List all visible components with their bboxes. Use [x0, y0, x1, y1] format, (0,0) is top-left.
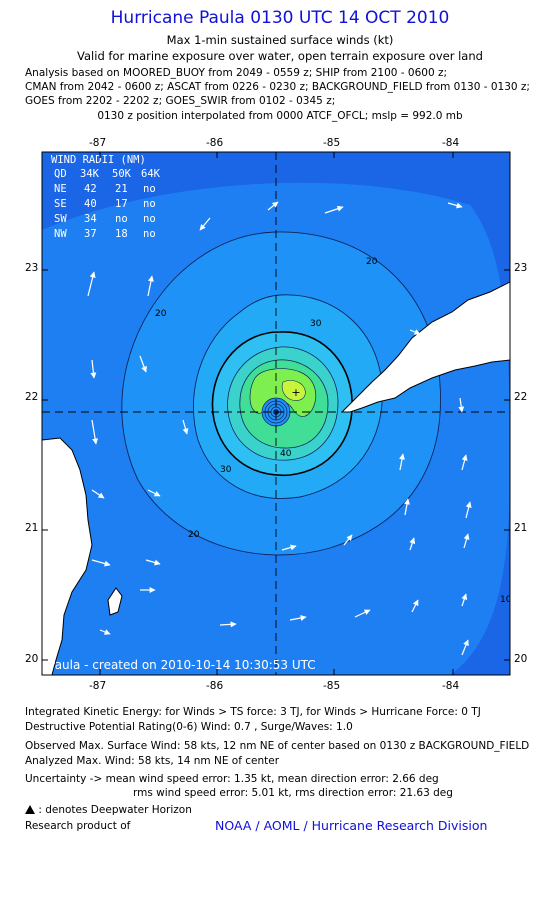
wind-arrow	[219, 621, 237, 628]
wind-arrow	[409, 537, 416, 551]
dpr-line: Destructive Potential Rating(0-6) Wind: …	[25, 721, 353, 733]
wind-radii-row: NE 42 21 no	[54, 183, 156, 195]
analysis-sources: Analysis based on MOORED_BUOY from 2049 …	[25, 66, 530, 108]
deepwater-label: : denotes Deepwater Horizon	[38, 804, 192, 816]
max-wind-marker: +	[291, 386, 300, 399]
wind-arrow	[343, 534, 353, 546]
wind-arrow	[461, 305, 475, 313]
analysis-line: Analysis based on MOORED_BUOY from 2049 …	[25, 67, 448, 79]
lat-label-left: 22	[25, 391, 39, 403]
position-note: 0130 z position interpolated from 0000 A…	[97, 110, 463, 122]
wind-arrow	[87, 271, 96, 297]
lon-label-bottom: -85	[323, 680, 341, 692]
wind-radii-row: SE 40 17 no	[54, 198, 156, 210]
contour-label: 40	[280, 449, 292, 459]
wind-arrow	[90, 359, 97, 379]
wind-arrow	[289, 615, 307, 621]
map-frame	[41, 151, 511, 676]
wind-arrow	[399, 453, 405, 471]
analyzed-line: Analyzed Max. Wind: 58 kts, 14 nm NE of …	[25, 755, 280, 767]
wind-radii-row: SW 34 no no	[54, 213, 156, 225]
wind-map: + 20 20 20 30 30 40 10 WIND RADII (NM) QD 34K 50…	[41, 151, 512, 676]
wind-arrow	[147, 489, 161, 497]
valid-note: Valid for marine exposure over water, op…	[77, 49, 483, 63]
yucatan-landmass	[42, 437, 93, 675]
wind-arrow	[182, 419, 189, 435]
lat-label-right: 20	[514, 653, 528, 665]
wind-arrow	[139, 355, 147, 373]
wind-arrow	[147, 275, 154, 297]
wind-arrow	[411, 599, 419, 613]
deepwater-icon	[25, 805, 35, 814]
wind-radii-title: WIND RADII (NM)	[51, 154, 146, 166]
wind-arrow	[458, 397, 465, 413]
lat-label-left: 23	[25, 262, 39, 274]
axis-ticks	[42, 152, 510, 675]
deepwater-legend: : denotes Deepwater Horizon	[25, 804, 192, 816]
wind-arrow	[324, 205, 344, 214]
contour-label: 30	[310, 319, 322, 329]
lon-label-bottom: -84	[442, 680, 460, 692]
wind-arrow	[447, 202, 463, 209]
wind-arrow	[91, 419, 99, 445]
uncertainty-line-2: rms wind speed error: 5.01 kt, rms direc…	[133, 787, 453, 799]
map-credit: Paula - created on 2010-10-14 10:30:53 U…	[48, 658, 316, 672]
wind-arrow	[267, 201, 279, 211]
contour-label: 30	[220, 465, 232, 475]
chart-title: Hurricane Paula 0130 UTC 14 OCT 2010	[110, 8, 450, 28]
wind-arrows	[87, 201, 475, 656]
wind-arrow	[354, 609, 371, 618]
wind-arrow	[281, 544, 297, 551]
wind-arrow	[461, 639, 469, 656]
lon-label-bottom: -87	[89, 680, 107, 692]
contour-label: 20	[188, 530, 200, 540]
wind-arrow	[99, 629, 111, 635]
lon-label-top: -87	[89, 137, 107, 149]
wind-radii-header: QD 34K 50K 64K	[54, 168, 161, 180]
research-label: Research product of	[25, 820, 131, 832]
wind-arrow	[465, 501, 472, 519]
noaa-link[interactable]: NOAA / AOML / Hurricane Research Divisio…	[215, 818, 488, 833]
lat-label-left: 20	[25, 653, 39, 665]
lat-label-right: 23	[514, 262, 528, 274]
wind-arrow	[461, 593, 468, 607]
observed-line: Observed Max. Surface Wind: 58 kts, 12 n…	[25, 740, 530, 752]
lon-label-bottom: -86	[206, 680, 224, 692]
lat-label-left: 21	[25, 522, 39, 534]
lon-label-top: -85	[323, 137, 341, 149]
cozumel-island	[107, 587, 123, 616]
ike-line: Integrated Kinetic Energy: for Winds > T…	[25, 706, 481, 718]
grid-crosshair	[42, 152, 510, 675]
analysis-line: CMAN from 2042 - 0600 z; ASCAT from 0226…	[25, 81, 530, 93]
contour-label: 20	[155, 309, 167, 319]
wind-arrow	[401, 364, 411, 376]
wind-arrow	[463, 533, 470, 549]
chart-subtitle: Max 1-min sustained surface winds (kt)	[166, 33, 394, 47]
wind-arrow	[461, 454, 468, 471]
wind-arrow	[91, 489, 105, 499]
lon-label-top: -84	[442, 137, 460, 149]
contour-band-58	[281, 380, 306, 401]
lat-label-right: 21	[514, 522, 528, 534]
wind-radii-table: WIND RADII (NM) QD 34K 50K 64K NE 42 21 no SE 4…	[51, 154, 161, 240]
wind-arrow	[145, 559, 161, 566]
lat-label-right: 22	[514, 391, 528, 403]
analysis-line: GOES from 2202 - 2202 z; GOES_SWIR from …	[25, 95, 336, 107]
wind-arrow	[199, 217, 211, 231]
lon-label-top: -86	[206, 137, 224, 149]
contour-label: 20	[366, 257, 378, 267]
wind-arrow	[404, 498, 410, 516]
wind-arrow	[91, 559, 111, 567]
wind-arrow	[409, 329, 421, 335]
contour-label: 10	[500, 595, 512, 605]
wind-radii-row: NW 37 18 no	[54, 228, 156, 240]
contour-labels: 20 20 20 30 30 40 10	[155, 257, 512, 605]
uncertainty-line: Uncertainty -> mean wind speed error: 1.…	[25, 773, 439, 785]
